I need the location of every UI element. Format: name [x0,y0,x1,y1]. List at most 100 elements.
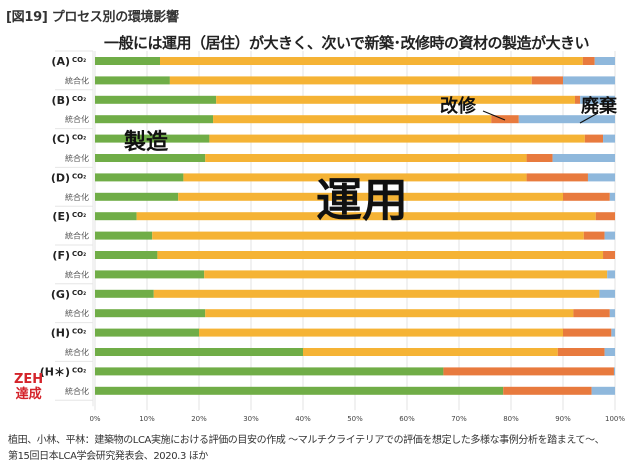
bar-segment-manufacture [95,134,210,143]
bar-segment-renovation [443,367,614,376]
x-tick-label: 0% [89,415,100,423]
bar-segment-operation [178,192,563,201]
row-label-case: (H) [51,327,70,340]
x-tick-label: 80% [503,415,519,423]
bar-segment-manufacture [95,348,303,356]
bar-segment-manufacture [95,367,444,376]
leader-lines [482,110,599,124]
bar-segment-operation [183,173,527,182]
grid-layer [55,50,616,411]
row-label-integrated: 統合化 [65,153,89,163]
bar-segment-renovation [574,95,581,104]
zeh-achieved-label: ZEH 達成 [14,372,43,402]
bar-segment-manufacture [95,212,137,221]
bar-segment-disposal [587,173,615,182]
bar-segment-disposal [603,134,615,143]
bar-segment-operation [157,251,604,259]
row-label-case: (F) [52,249,70,262]
bar-segment-operation [169,76,532,85]
bar-segment-operation [205,309,574,318]
row-label-integrated: 統合化 [65,114,89,124]
row-label-case: (A) [51,55,70,68]
bar-segment-operation [153,289,600,298]
bar-segment-operation [303,348,558,356]
bar-segment-manufacture [95,115,214,124]
x-tick-label: 50% [347,415,363,423]
bar-segment-renovation [573,309,610,318]
bar-segment-manufacture [95,386,504,395]
renovation-annotation: 改修 [440,96,476,117]
zeh-label-line1: ZEH [14,372,44,387]
bar-segment-renovation [583,231,605,240]
x-tick-label: 90% [555,415,571,423]
row-label-co2: CO₂ [72,250,86,258]
x-tick-label: 30% [243,415,259,423]
bar-segment-disposal [563,76,615,85]
bar-segment-operation [213,115,492,124]
operation-annotation: 運用 [316,173,408,227]
bar-segment-manufacture [95,270,205,279]
bar-segment-operation [152,231,584,240]
bar-segment-operation [199,328,563,337]
row-label-case: (B) [52,94,70,107]
row-label-integrated: 統合化 [65,269,89,279]
row-label-case: (C) [52,133,70,146]
bar-segment-renovation [582,57,595,65]
bar-segment-manufacture [95,192,179,201]
row-label-co2: CO₂ [72,172,86,180]
x-tick-label: 10% [139,415,155,423]
row-label-integrated: 統合化 [65,192,89,202]
bar-segment-operation [204,270,608,279]
x-tick-label: 40% [295,415,311,423]
bar-segment-manufacture [95,76,170,85]
bar-segment-disposal [609,192,615,201]
bar-segment-disposal [613,367,615,376]
bar-segment-disposal [604,231,615,240]
row-label-case: (G) [51,288,70,301]
row-label-case: (H＊) [40,365,70,378]
x-tick-layer: 0% 10% 20% 30% 40% 50% 60% 70% 80% 90% 100% [89,415,625,423]
bar-segment-disposal [594,57,615,65]
renovation-leader-line [482,110,506,121]
bar-segment-disposal [599,289,615,298]
bar-segment-renovation [503,386,592,395]
bar-segment-operation [160,57,583,65]
bar-segment-manufacture [95,251,158,259]
row-label-co2: CO₂ [72,95,86,103]
row-label-integrated: 統合化 [65,347,89,357]
bar-segment-renovation [563,192,610,201]
bar-segment-disposal [580,95,615,104]
bar-segment-manufacture [95,57,160,65]
row-label-co2: CO₂ [72,211,86,219]
bar-segment-renovation [526,154,553,162]
bar-segment-operation [205,154,527,162]
source-caption-line2: 第15回日本LCA学会研究発表会、2020.3 ほか [8,451,208,462]
bar-segment-renovation [526,173,588,182]
bar-segment-renovation [557,348,605,356]
chart-headline: 一般には運用（居住）が大きく、次いで新築･改修時の資材の製造が大きい [104,34,590,52]
bar-segment-disposal [604,348,615,356]
bar-segment-manufacture [95,95,217,104]
disposal-leader-line [579,112,599,124]
disposal-annotation: 廃棄 [581,96,617,117]
bar-segment-disposal [552,154,615,162]
bar-segment-renovation [595,212,615,221]
source-caption-line1: 植田、小林、平林：建築物のLCA実施における評価の目安の作成 〜マルチクライテリ… [8,435,605,446]
bar-layer [95,57,615,395]
bar-segment-operation [209,134,585,143]
bar-segment-manufacture [95,231,153,240]
row-label-integrated: 統合化 [65,386,89,396]
bar-segment-manufacture [95,173,184,182]
row-label-case: (E) [52,210,70,223]
x-tick-label: 70% [451,415,467,423]
bar-segment-disposal [607,270,615,279]
row-label-co2: CO₂ [72,134,86,142]
row-label-co2: CO₂ [72,56,86,64]
bar-segment-disposal [518,115,615,124]
x-tick-label: 20% [191,415,207,423]
bar-segment-disposal [611,328,615,337]
row-label-case: (D) [51,171,70,184]
bar-segment-disposal [591,386,615,395]
bar-segment-manufacture [95,328,199,337]
